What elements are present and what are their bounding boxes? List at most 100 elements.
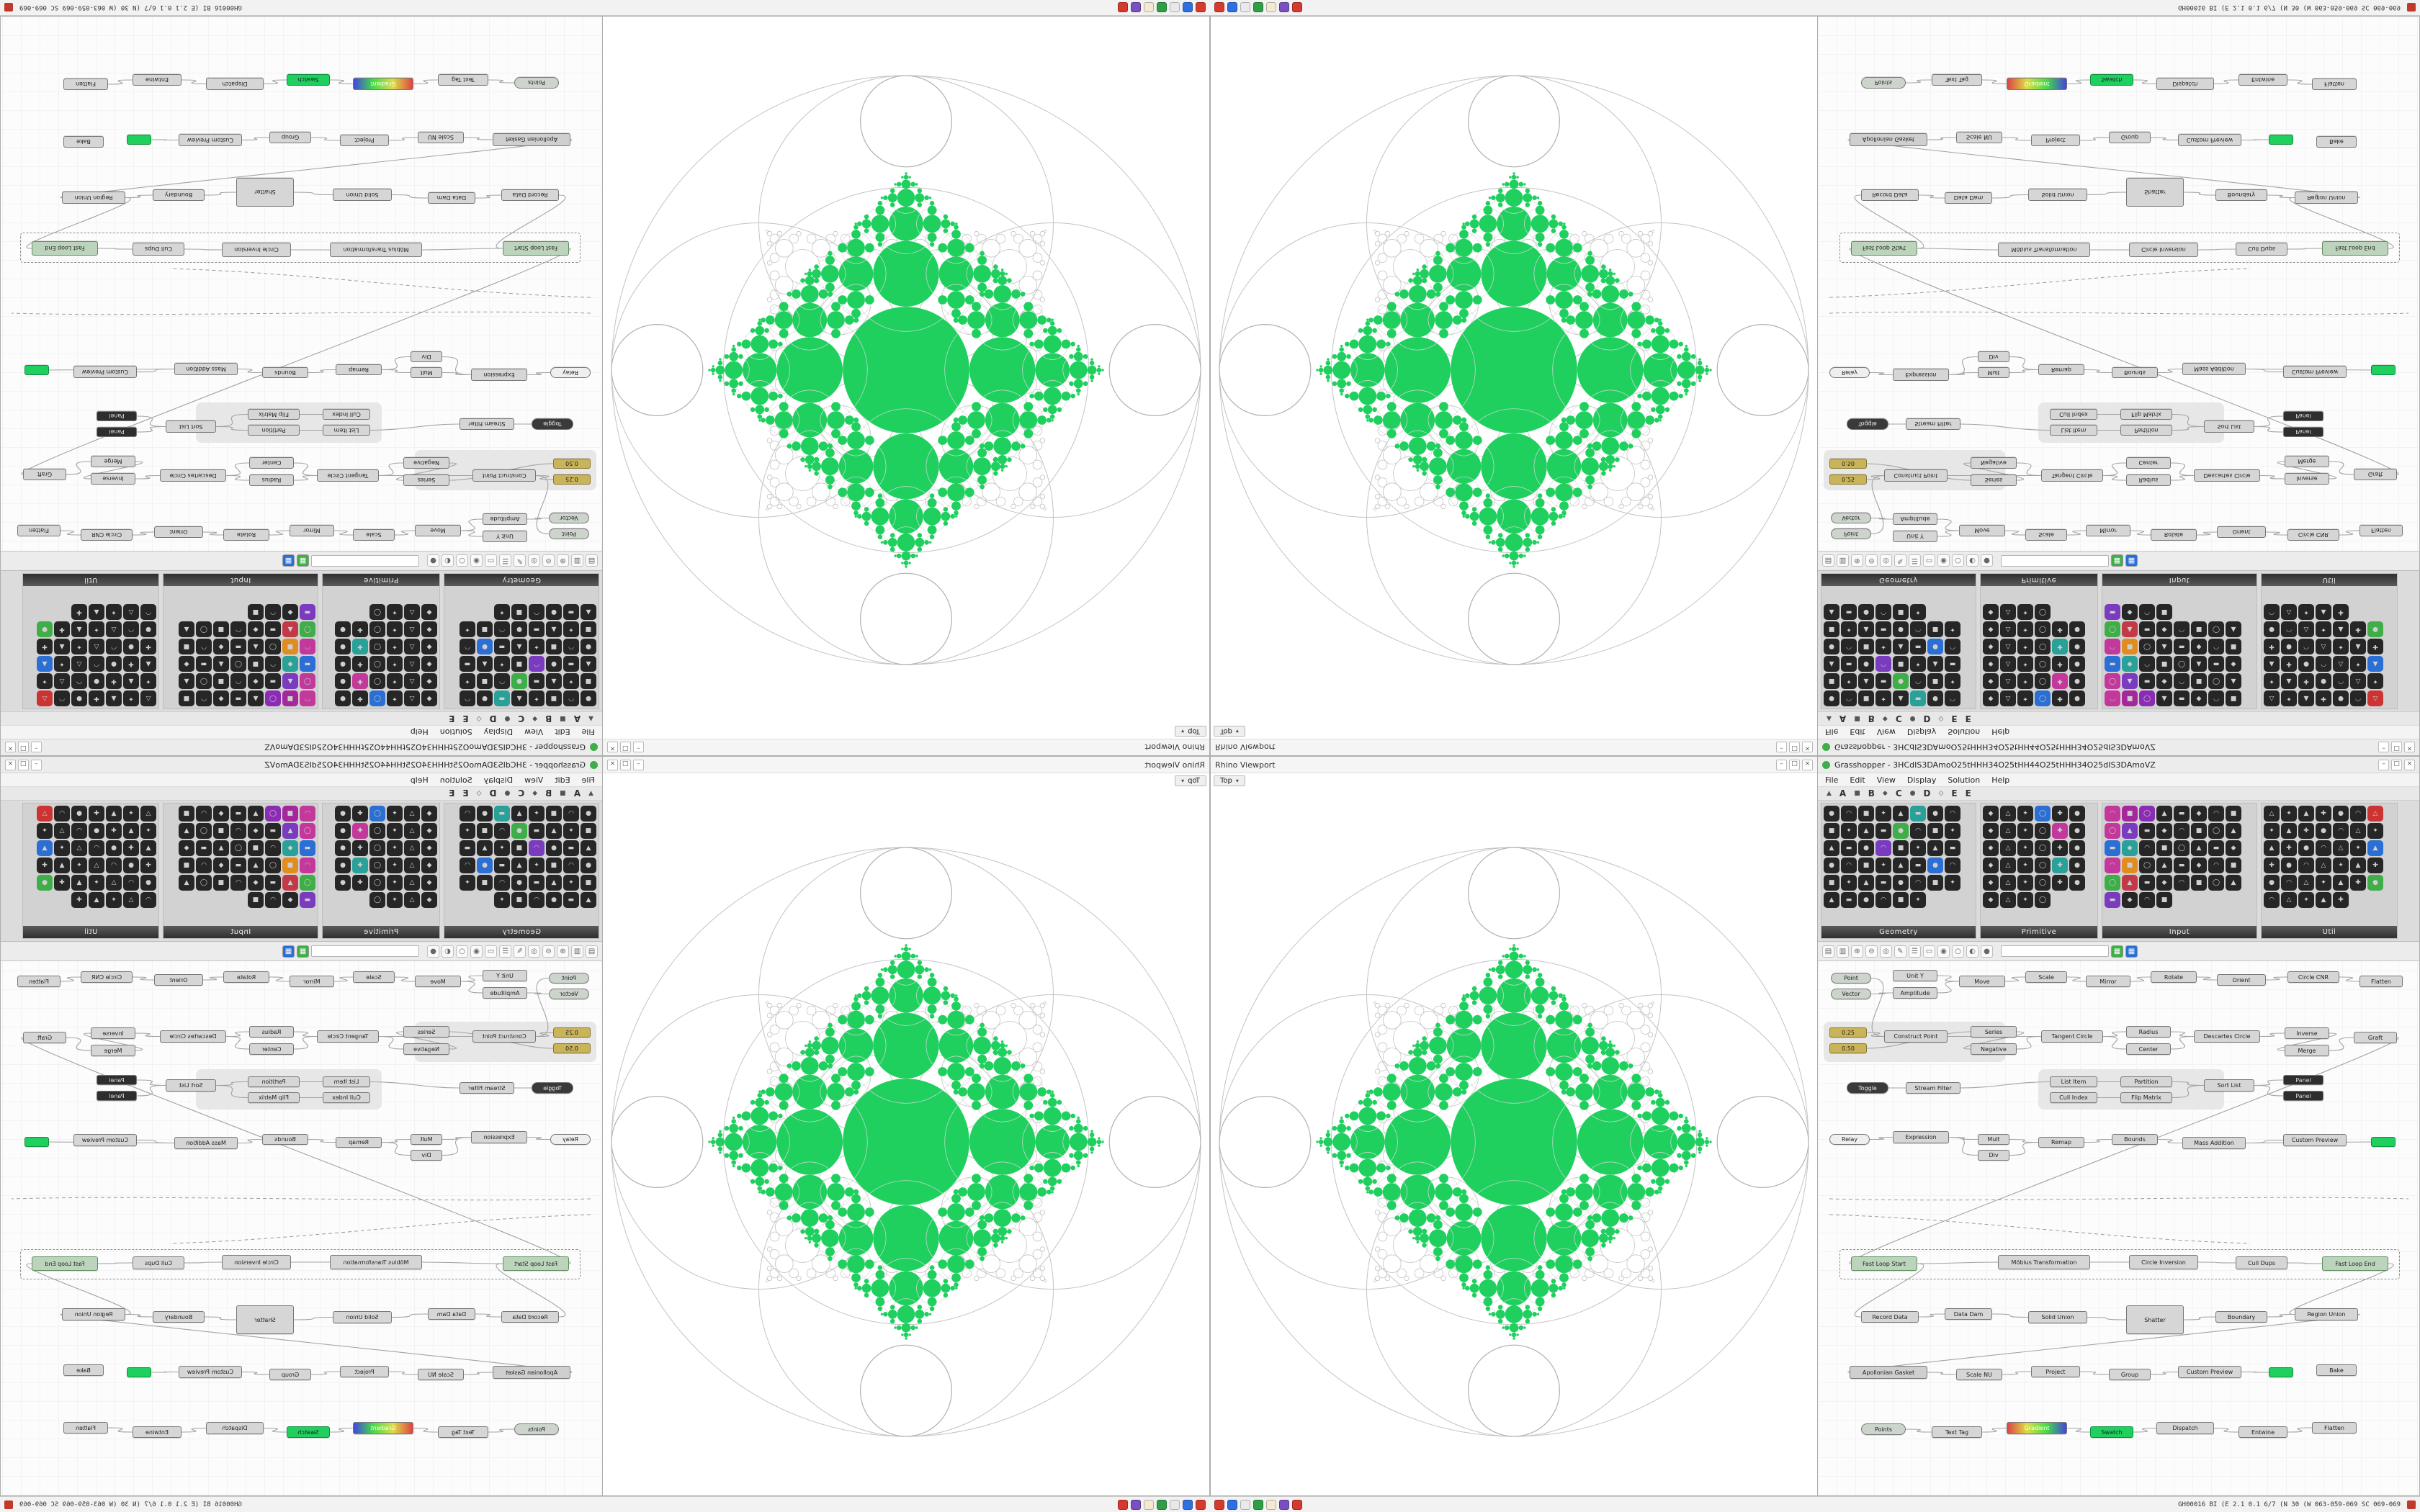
gh-node-div[interactable]: Div bbox=[411, 351, 442, 362]
hide-wires-icon[interactable]: ◉ bbox=[1937, 945, 1950, 958]
component-icon[interactable]: ✚ bbox=[352, 673, 368, 689]
panel-header-primitive[interactable]: Primitive bbox=[1981, 574, 2097, 586]
component-icon[interactable]: ◠ bbox=[2264, 604, 2280, 620]
panel-header-input[interactable]: Input bbox=[163, 926, 318, 938]
params-tab-icon[interactable]: ▲ bbox=[588, 790, 593, 797]
component-icon[interactable]: △ bbox=[106, 875, 122, 891]
component-icon[interactable]: ■ bbox=[2226, 639, 2241, 654]
component-icon[interactable]: ▲ bbox=[546, 621, 562, 637]
component-icon[interactable]: ▲ bbox=[2191, 840, 2207, 856]
component-icon[interactable]: ✚ bbox=[2052, 639, 2068, 654]
component-icon[interactable]: ▬ bbox=[230, 858, 246, 873]
gh-node-fast-loop-end[interactable]: Fast Loop End bbox=[2322, 1256, 2388, 1271]
component-icon[interactable]: ◯ bbox=[2035, 639, 2051, 654]
component-icon[interactable]: ▬ bbox=[563, 604, 579, 620]
gh-node-move[interactable]: Move bbox=[415, 976, 461, 987]
gh-node-swatch[interactable] bbox=[127, 1367, 151, 1377]
files-blue-icon[interactable] bbox=[1183, 2, 1193, 13]
gh-node-amplitude[interactable]: Amplitude bbox=[1893, 513, 1937, 525]
component-icon[interactable]: ◆ bbox=[248, 673, 264, 689]
component-icon[interactable]: △ bbox=[123, 892, 139, 908]
preview-wire-icon[interactable]: ◐ bbox=[1966, 554, 1978, 567]
component-icon[interactable]: ✚ bbox=[2052, 823, 2068, 839]
component-icon[interactable]: ■ bbox=[2191, 875, 2207, 891]
component-icon[interactable]: △ bbox=[54, 673, 70, 689]
component-icon[interactable]: ▬ bbox=[460, 656, 475, 672]
component-icon[interactable]: ✦ bbox=[563, 875, 579, 891]
component-icon[interactable]: ◠ bbox=[1910, 621, 1926, 637]
component-icon[interactable]: ◠ bbox=[123, 875, 139, 891]
gh-node-flatten[interactable]: Flatten bbox=[2312, 1422, 2357, 1434]
gh-node-panel[interactable]: Panel bbox=[2283, 411, 2323, 421]
component-icon[interactable]: ◠ bbox=[265, 892, 281, 908]
gh-node-apollonian-gasket[interactable]: Apollonian Gasket bbox=[493, 133, 570, 146]
gh-node-bake[interactable]: Bake bbox=[63, 1364, 104, 1376]
component-icon[interactable]: ▬ bbox=[2105, 656, 2120, 672]
component-icon[interactable]: ▬ bbox=[494, 806, 510, 822]
gh-node-mirror[interactable]: Mirror bbox=[290, 525, 334, 536]
component-icon[interactable]: ✦ bbox=[1945, 621, 1960, 637]
component-icon[interactable]: ✦ bbox=[123, 806, 139, 822]
component-icon[interactable]: ◯ bbox=[2105, 673, 2120, 689]
component-icon[interactable]: ✚ bbox=[2316, 806, 2331, 822]
gh-node-flip-matrix[interactable]: Flip Matrix bbox=[248, 409, 300, 420]
gh-node-div[interactable]: Div bbox=[1978, 1150, 2009, 1161]
component-icon[interactable]: ✦ bbox=[563, 823, 579, 839]
paint-app-icon[interactable] bbox=[1279, 1499, 1289, 1510]
component-icon[interactable]: ▬ bbox=[2174, 858, 2190, 873]
gh-node-list-item[interactable]: List Item bbox=[2050, 1076, 2097, 1087]
component-icon[interactable]: ▲ bbox=[123, 823, 139, 839]
component-icon[interactable]: ▬ bbox=[2105, 892, 2120, 908]
viewport-tab-top[interactable]: Top ▾ bbox=[1175, 726, 1206, 737]
component-icon[interactable]: ◯ bbox=[2105, 875, 2120, 891]
component-icon[interactable]: ● bbox=[71, 690, 87, 706]
component-icon[interactable]: △ bbox=[106, 621, 122, 637]
component-icon[interactable]: ■ bbox=[1858, 858, 1874, 873]
component-icon[interactable]: ▬ bbox=[1841, 892, 1857, 908]
component-icon[interactable]: ◠ bbox=[196, 806, 212, 822]
component-icon[interactable]: ◆ bbox=[1983, 673, 1999, 689]
gh-node-descartes-circle[interactable]: Descartes Circle bbox=[2194, 1030, 2260, 1043]
component-icon[interactable]: ■ bbox=[546, 690, 562, 706]
menu-item-display[interactable]: Display bbox=[483, 775, 514, 785]
gh-node-unit-y[interactable]: Unit Y bbox=[1893, 970, 1937, 981]
component-icon[interactable]: ▬ bbox=[1841, 656, 1857, 672]
component-icon[interactable]: ✚ bbox=[352, 690, 368, 706]
paint-app-icon[interactable] bbox=[1131, 2, 1141, 13]
component-icon[interactable]: ✦ bbox=[387, 875, 403, 891]
gh-node-dispatch[interactable]: Dispatch bbox=[2156, 1422, 2214, 1434]
gh-node-remap[interactable]: Remap bbox=[336, 1137, 382, 1148]
gh-minimize-button[interactable]: – bbox=[31, 742, 42, 753]
component-icon[interactable]: ◆ bbox=[1983, 823, 1999, 839]
component-icon[interactable]: ◠ bbox=[1876, 604, 1891, 620]
component-icon[interactable]: ✚ bbox=[352, 656, 368, 672]
named-views-icon[interactable]: ▭ bbox=[1923, 554, 1935, 567]
component-icon[interactable]: ✚ bbox=[2052, 673, 2068, 689]
component-icon[interactable]: ▬ bbox=[1876, 875, 1891, 891]
menu-item-help[interactable]: Help bbox=[1991, 775, 2010, 785]
component-icon[interactable]: ◆ bbox=[421, 858, 437, 873]
vector-tab-icon[interactable]: ● bbox=[1909, 790, 1916, 797]
component-icon[interactable]: ◆ bbox=[421, 621, 437, 637]
component-icon[interactable]: ▲ bbox=[2226, 673, 2241, 689]
component-icon[interactable]: ◯ bbox=[2208, 621, 2224, 637]
gh-close-button[interactable]: × bbox=[2404, 759, 2415, 770]
component-icon[interactable]: ✦ bbox=[2316, 875, 2331, 891]
gh-tab-b-3[interactable]: B bbox=[545, 714, 552, 724]
component-icon[interactable]: ◠ bbox=[140, 604, 156, 620]
gh-node-flip-matrix[interactable]: Flip Matrix bbox=[248, 1092, 300, 1103]
component-icon[interactable]: ◠ bbox=[89, 656, 104, 672]
gh-node-project[interactable]: Project bbox=[2031, 135, 2080, 146]
component-icon[interactable]: ● bbox=[1858, 656, 1874, 672]
sets-tab-icon[interactable]: ◆ bbox=[1882, 715, 1888, 722]
component-icon[interactable]: ◠ bbox=[2105, 858, 2120, 873]
component-icon[interactable]: ◠ bbox=[54, 690, 70, 706]
component-icon[interactable]: ▲ bbox=[37, 656, 53, 672]
gh-node-fast-loop-end[interactable]: Fast Loop End bbox=[32, 1256, 98, 1271]
gh-node-flatten[interactable]: Flatten bbox=[2360, 525, 2403, 536]
gh-node-text-tag[interactable]: Text Tag bbox=[1932, 74, 1982, 86]
gh-node-dispatch[interactable]: Dispatch bbox=[206, 78, 264, 90]
component-icon[interactable]: △ bbox=[404, 673, 420, 689]
component-icon[interactable]: ■ bbox=[1927, 673, 1943, 689]
image-app-icon[interactable] bbox=[1170, 2, 1180, 13]
